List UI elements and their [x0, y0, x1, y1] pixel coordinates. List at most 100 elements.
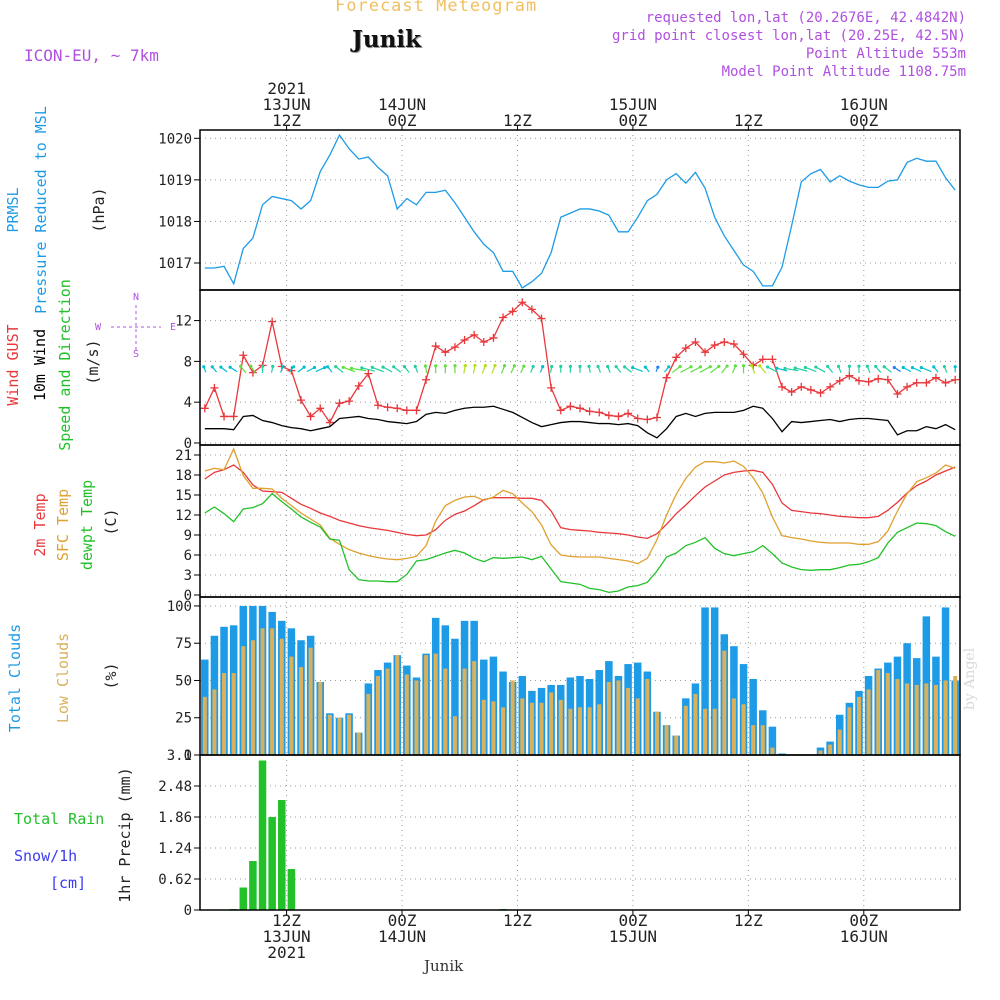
gust-point — [527, 305, 536, 314]
temperature-ytick-label: 12 — [175, 508, 192, 524]
clouds-bar — [270, 628, 275, 755]
wind-direction-arrow — [690, 366, 701, 373]
gust-point — [210, 383, 219, 392]
wind-arrow-head — [667, 365, 671, 369]
pressure-ytick-label: 1017 — [158, 256, 192, 272]
clouds-bar — [452, 716, 457, 755]
grid-layer — [200, 130, 960, 911]
wind-arrow-head — [857, 364, 861, 368]
gust-point — [200, 404, 209, 413]
gust-point — [604, 411, 613, 420]
temperature-ytick-label: 21 — [175, 448, 192, 464]
wind-arrow-head — [656, 365, 660, 369]
clouds-bar — [626, 687, 631, 755]
gust-point — [643, 415, 652, 424]
clouds-bar — [241, 646, 246, 755]
precip-ytick-label: 3.1 — [167, 748, 192, 764]
gust-point — [268, 317, 277, 326]
clouds-bar — [279, 638, 284, 755]
clouds-bar — [749, 678, 757, 755]
wind-arrow-head — [522, 364, 526, 368]
pressure-ytick-label: 1018 — [158, 214, 192, 230]
precip-bar — [278, 800, 286, 910]
gust-point — [297, 396, 306, 405]
clouds-bar — [577, 707, 583, 755]
gust-point — [479, 338, 488, 347]
temperature-ytick-label: 9 — [184, 528, 192, 544]
clouds-bar — [260, 628, 265, 755]
clouds-bar — [847, 707, 852, 755]
gust-point — [893, 390, 902, 399]
bottom-time-label: 15JUN — [609, 927, 657, 946]
wind-arrow-head — [568, 364, 572, 368]
pressure-unit-label: (hPa) — [90, 187, 108, 232]
gust-point — [845, 371, 854, 380]
wind-arrow-head — [434, 364, 438, 368]
point-altitude: Point Altitude 553m — [805, 46, 966, 62]
data-layer — [200, 133, 960, 910]
gust-point — [383, 403, 392, 412]
wind-arrow-head — [228, 365, 232, 369]
precip-bar — [239, 887, 248, 910]
clouds-bar — [914, 684, 919, 755]
precip-bar — [287, 869, 296, 910]
grid-point-coordinates: grid point closest lon,lat (20.25E, 42.5… — [611, 28, 966, 44]
wind-direction-arrow — [671, 366, 681, 374]
pressure-ytick-label: 1019 — [158, 173, 192, 189]
temperature-label-0: 2m Temp — [31, 493, 49, 556]
gust-point — [835, 376, 844, 385]
wind-ytick-label: 4 — [184, 395, 192, 411]
bottom-time-label: 12Z — [272, 911, 301, 930]
wind-arrow-head — [750, 363, 754, 368]
gust-point — [652, 413, 661, 422]
clouds-bar — [606, 681, 611, 755]
gust-point — [739, 350, 748, 359]
clouds-bar — [318, 681, 323, 755]
temperature-ytick-label: 0 — [184, 588, 192, 604]
wind-direction-arrow — [632, 367, 644, 373]
gust-point — [864, 377, 873, 386]
wind-direction-arrow — [795, 367, 808, 372]
clouds-bar — [395, 655, 400, 755]
temperature-ytick-label: 18 — [175, 468, 192, 484]
clouds-bar — [404, 674, 409, 755]
gust-point — [951, 375, 960, 384]
precip-ytick-label: 0.62 — [158, 872, 192, 888]
clouds-bar — [222, 673, 227, 755]
wind-direction-arrow — [767, 366, 778, 373]
clouds-bar — [385, 668, 390, 755]
clouds-ytick-label: 0 — [184, 748, 192, 764]
wind-arrow-head — [381, 365, 385, 369]
gust-point — [547, 383, 556, 392]
wind-arrow-head — [502, 364, 507, 368]
bottom-time-label: 14JUN — [378, 927, 426, 946]
gust-point — [412, 406, 421, 415]
clouds-bar — [722, 650, 727, 755]
wind-arrow-head — [623, 365, 627, 369]
clouds-bar — [250, 640, 255, 755]
clouds-bar — [953, 676, 958, 755]
wind-arrow-head — [541, 365, 545, 369]
temperature-label-1: SFC Temp — [54, 489, 72, 561]
clouds-bar — [876, 670, 881, 755]
wind-arrow-head — [741, 364, 746, 368]
wind-arrow-head — [678, 364, 682, 369]
clouds-bar — [568, 708, 573, 755]
precip-ytick-label: 0 — [184, 903, 192, 919]
wind-arrow-head — [202, 365, 206, 369]
wind-arrow-head — [260, 364, 265, 368]
gust-point — [806, 385, 815, 394]
clouds-bar — [212, 689, 217, 755]
wind-arrow-head — [281, 365, 285, 369]
clouds-ytick-label: 100 — [167, 599, 192, 615]
compass-east: E — [170, 322, 176, 333]
precip-snow-unit-label: [cm] — [50, 874, 86, 892]
gust-point — [633, 414, 642, 423]
clouds-label-0: Total Clouds — [6, 624, 24, 732]
wind-arrow-head — [725, 364, 729, 368]
clouds-bar — [337, 717, 342, 755]
wind-direction-arrow — [680, 366, 692, 373]
wind-arrow-head — [360, 366, 364, 370]
wind-direction-arrow — [921, 367, 932, 372]
clouds-bar — [298, 667, 304, 755]
